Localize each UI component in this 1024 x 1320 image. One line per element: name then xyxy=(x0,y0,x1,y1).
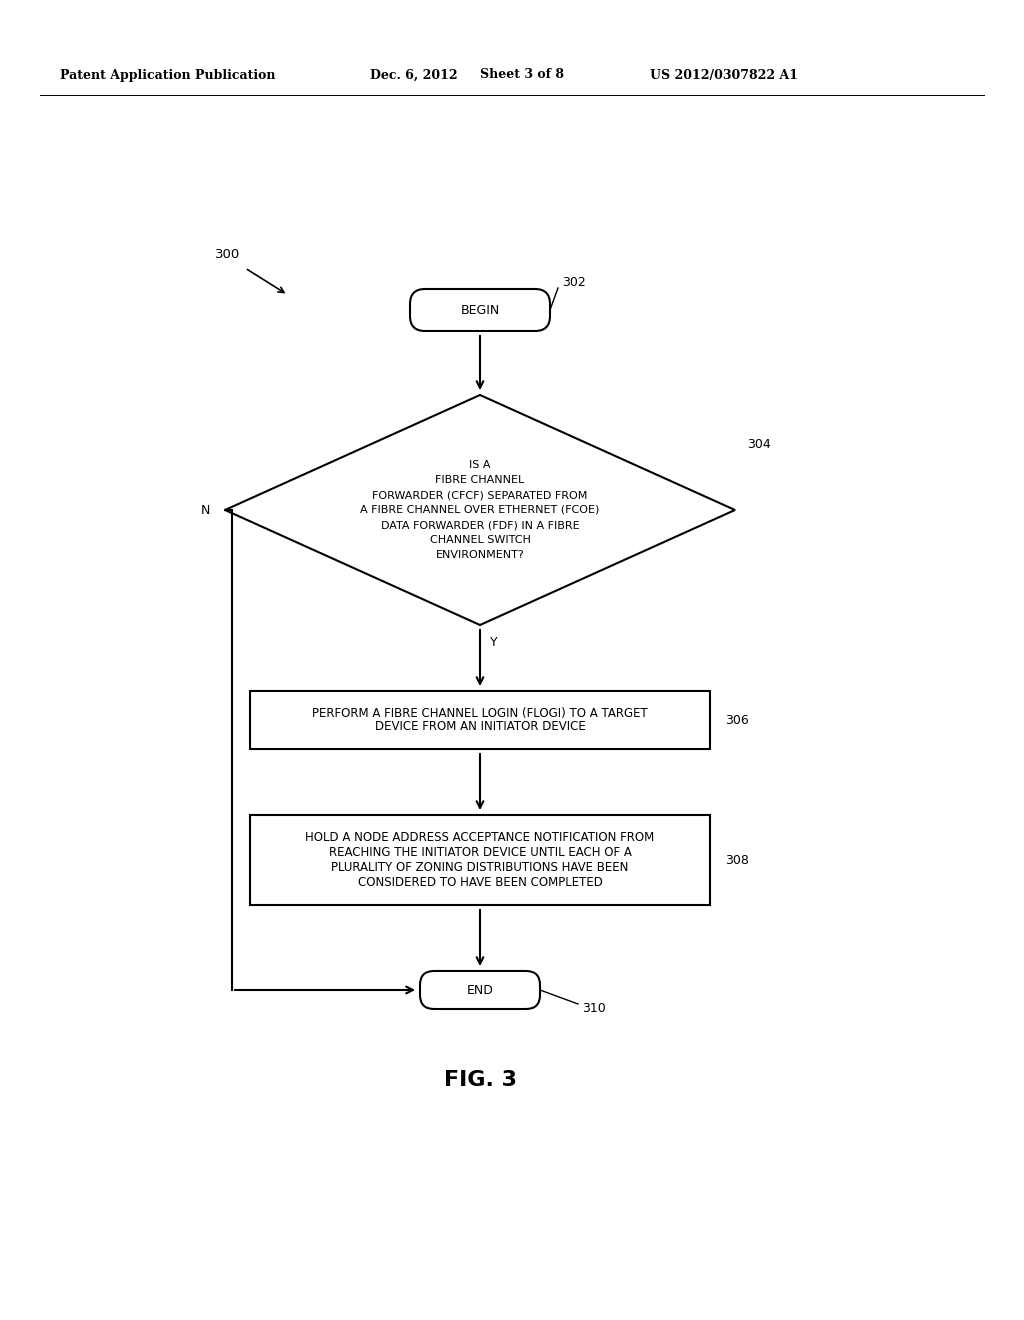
Text: Y: Y xyxy=(490,636,498,649)
Text: FORWARDER (CFCF) SEPARATED FROM: FORWARDER (CFCF) SEPARATED FROM xyxy=(373,490,588,500)
Text: Dec. 6, 2012: Dec. 6, 2012 xyxy=(370,69,458,82)
FancyBboxPatch shape xyxy=(420,972,540,1008)
Text: FIG. 3: FIG. 3 xyxy=(443,1071,516,1090)
Text: BEGIN: BEGIN xyxy=(461,304,500,317)
Text: HOLD A NODE ADDRESS ACCEPTANCE NOTIFICATION FROM: HOLD A NODE ADDRESS ACCEPTANCE NOTIFICAT… xyxy=(305,832,654,843)
Text: 308: 308 xyxy=(725,854,749,866)
Text: Patent Application Publication: Patent Application Publication xyxy=(60,69,275,82)
Text: N: N xyxy=(201,503,210,516)
FancyBboxPatch shape xyxy=(410,289,550,331)
Text: 310: 310 xyxy=(582,1002,606,1015)
Text: US 2012/0307822 A1: US 2012/0307822 A1 xyxy=(650,69,798,82)
Text: DEVICE FROM AN INITIATOR DEVICE: DEVICE FROM AN INITIATOR DEVICE xyxy=(375,721,586,734)
Text: DATA FORWARDER (FDF) IN A FIBRE: DATA FORWARDER (FDF) IN A FIBRE xyxy=(381,520,580,531)
FancyBboxPatch shape xyxy=(250,690,710,748)
Text: 304: 304 xyxy=(746,438,771,451)
Text: REACHING THE INITIATOR DEVICE UNTIL EACH OF A: REACHING THE INITIATOR DEVICE UNTIL EACH… xyxy=(329,846,632,859)
FancyBboxPatch shape xyxy=(250,814,710,906)
Text: CONSIDERED TO HAVE BEEN COMPLETED: CONSIDERED TO HAVE BEEN COMPLETED xyxy=(357,876,602,888)
Text: Sheet 3 of 8: Sheet 3 of 8 xyxy=(480,69,564,82)
Polygon shape xyxy=(225,395,735,624)
Text: IS A: IS A xyxy=(469,459,490,470)
Text: END: END xyxy=(467,983,494,997)
Text: CHANNEL SWITCH: CHANNEL SWITCH xyxy=(429,535,530,545)
Text: PERFORM A FIBRE CHANNEL LOGIN (FLOGI) TO A TARGET: PERFORM A FIBRE CHANNEL LOGIN (FLOGI) TO… xyxy=(312,706,648,719)
Text: A FIBRE CHANNEL OVER ETHERNET (FCOE): A FIBRE CHANNEL OVER ETHERNET (FCOE) xyxy=(360,506,600,515)
Text: ENVIRONMENT?: ENVIRONMENT? xyxy=(435,550,524,560)
Text: PLURALITY OF ZONING DISTRIBUTIONS HAVE BEEN: PLURALITY OF ZONING DISTRIBUTIONS HAVE B… xyxy=(332,861,629,874)
Text: 300: 300 xyxy=(215,248,241,261)
Text: FIBRE CHANNEL: FIBRE CHANNEL xyxy=(435,475,524,484)
Text: 302: 302 xyxy=(562,276,586,289)
Text: 306: 306 xyxy=(725,714,749,726)
